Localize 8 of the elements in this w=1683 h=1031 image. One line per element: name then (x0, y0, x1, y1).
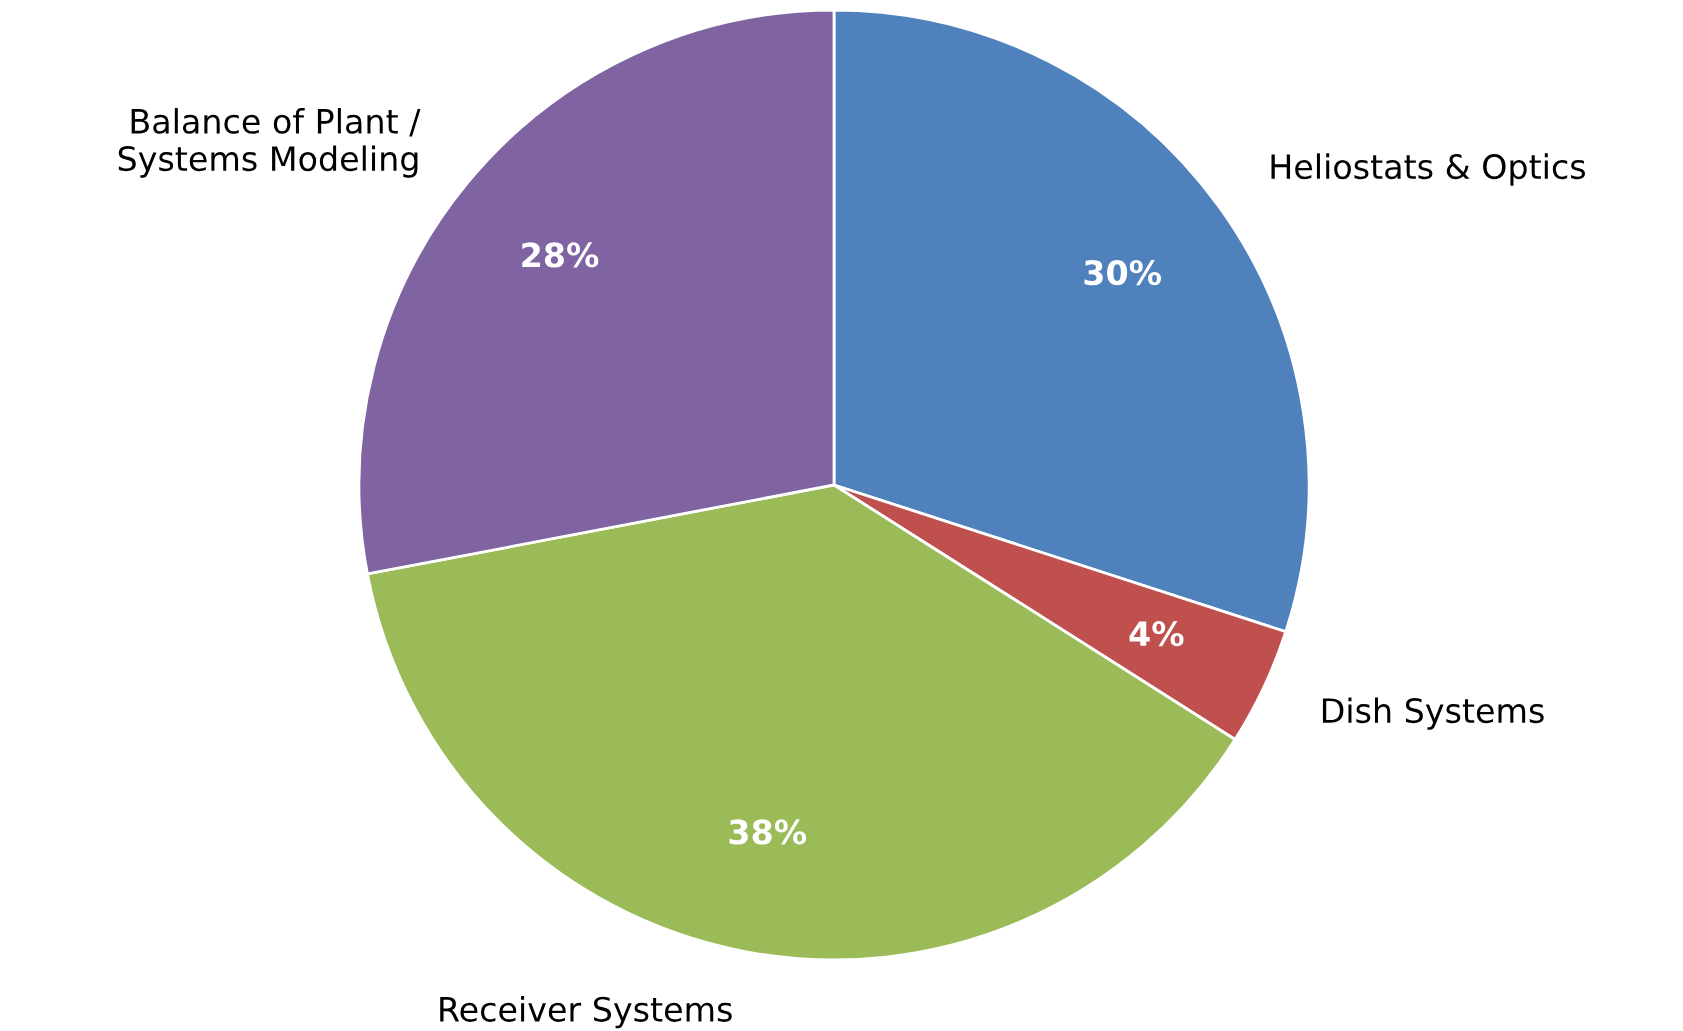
slice-label: Balance of Plant / Systems Modeling (118, 108, 421, 178)
data-label: 38% (729, 819, 807, 845)
data-label: 30% (1084, 260, 1162, 286)
slice-label: Receiver Systems (440, 996, 732, 1029)
slice-label: Heliostats & Optics (1271, 153, 1585, 186)
data-label: 28% (522, 242, 599, 268)
slice-label: Dish Systems (1322, 697, 1544, 730)
data-label: 4% (1129, 621, 1184, 647)
